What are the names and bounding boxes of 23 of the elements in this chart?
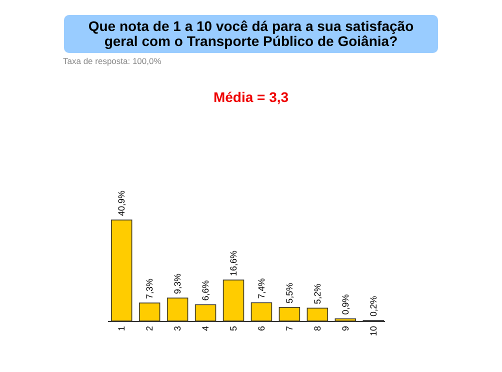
data-label: 7,4% (256, 278, 266, 299)
data-label: 7,3% (144, 278, 155, 299)
data-label: 0,2% (368, 296, 378, 317)
chart-title: Que nota de 1 a 10 você dá para a sua satisfação geral com o Transporte Público de Goiânia? (88, 18, 414, 49)
text: Média = 3,3 (213, 89, 289, 105)
x-tick-label: 3 (172, 326, 183, 332)
data-label: 9,3% (172, 274, 183, 294)
data-label: 0,9% (340, 294, 350, 315)
x-tick-label: 9 (340, 326, 350, 332)
chart-subtitle: Taxa de resposta: 100,0% (63, 56, 162, 66)
x-tick-label: 7 (284, 326, 294, 332)
x-tick-label: 1 (116, 326, 127, 332)
data-label: 40,9% (116, 190, 127, 216)
x-tick-label: 5 (228, 326, 239, 332)
x-tick-label: 2 (144, 326, 155, 332)
data-label: 16,6% (228, 250, 239, 276)
data-label: 6,6% (200, 280, 211, 301)
x-tick-label: 6 (256, 326, 266, 332)
x-tick-label: 8 (312, 326, 322, 332)
data-label: 5,2% (312, 284, 322, 304)
data-label: 5,5% (284, 282, 294, 304)
x-tick-label: 10 (368, 326, 378, 336)
x-tick-label: 4 (200, 326, 211, 332)
